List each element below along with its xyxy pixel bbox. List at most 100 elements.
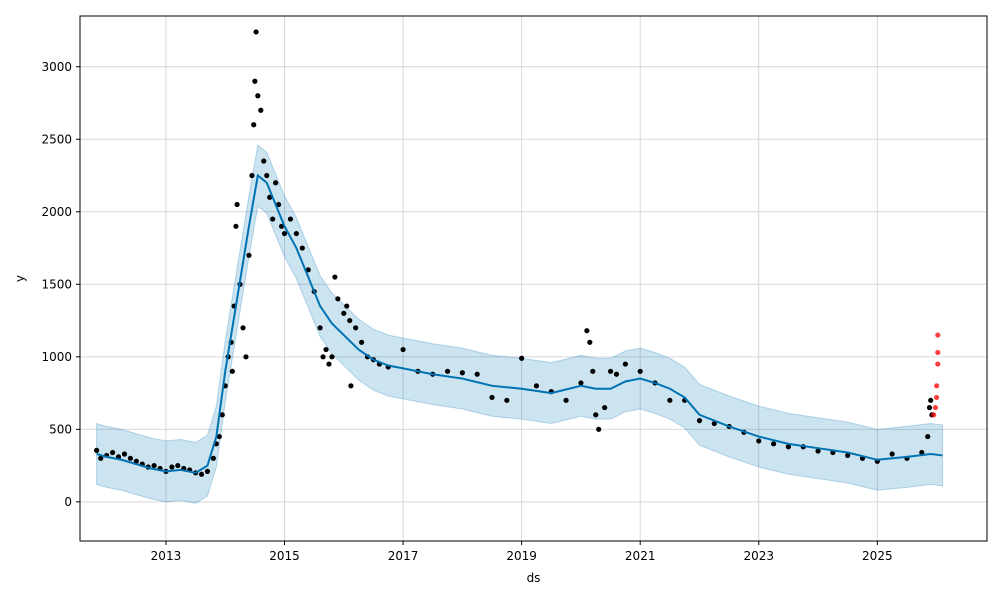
observed-point	[519, 355, 525, 361]
observed-point	[358, 339, 365, 345]
new-point	[934, 394, 940, 401]
y-tick-label: 500	[49, 422, 72, 436]
observed-point	[198, 471, 205, 477]
forecast-line	[96, 173, 943, 474]
observed-point	[278, 223, 285, 229]
observed-point	[563, 397, 569, 403]
observed-point	[243, 354, 249, 360]
observed-point	[602, 404, 608, 411]
observed-point	[246, 252, 252, 258]
observed-point	[578, 380, 584, 386]
observed-point	[127, 455, 133, 461]
observed-point	[317, 325, 323, 331]
observed-point	[234, 201, 240, 208]
grid-lines	[80, 16, 987, 541]
uncertainty-interval	[96, 144, 944, 504]
observed-point	[613, 371, 620, 377]
new-point	[935, 332, 941, 338]
observed-point	[121, 451, 128, 457]
observed-point	[474, 371, 480, 377]
observed-point	[253, 29, 259, 35]
observed-point	[251, 122, 257, 128]
observed-point	[326, 361, 332, 367]
x-tick-label: 2025	[862, 549, 893, 563]
y-tick-label: 0	[64, 495, 72, 509]
observed-point	[264, 172, 270, 179]
observed-point	[785, 444, 792, 450]
x-tick-label: 2017	[388, 549, 419, 563]
observed-point	[696, 418, 703, 424]
observed-point	[273, 180, 279, 186]
observed-point	[459, 370, 465, 376]
observed-point	[299, 245, 305, 251]
observed-point	[590, 368, 596, 374]
observed-point	[770, 441, 777, 447]
observed-point	[845, 452, 851, 459]
observed-point	[93, 447, 100, 453]
y-tick-label: 1500	[41, 277, 72, 291]
observed-point	[267, 194, 273, 200]
observed-point	[219, 412, 225, 418]
observed-point	[919, 449, 925, 456]
observed-point	[596, 426, 602, 432]
observed-point	[233, 223, 239, 229]
x-tick-label: 2013	[151, 549, 182, 563]
observed-point	[756, 438, 762, 444]
observed-point	[169, 464, 175, 470]
y-tick-label: 1000	[41, 350, 72, 364]
observed-point	[587, 339, 593, 345]
observed-point	[335, 296, 341, 302]
x-axis-ticks: 2013 2015 2017 2019 2021 2023 2025	[151, 541, 893, 563]
observed-point	[329, 354, 335, 360]
observed-point	[637, 368, 643, 374]
observed-point	[344, 303, 350, 309]
observed-point	[281, 230, 288, 237]
new-point	[935, 349, 941, 356]
observed-point	[275, 201, 282, 208]
observed-point	[815, 448, 821, 454]
observed-point	[270, 216, 276, 222]
observed-point	[622, 361, 628, 367]
observed-point	[287, 216, 294, 222]
x-tick-label: 2015	[269, 549, 300, 563]
observed-point	[928, 397, 934, 403]
y-axis-ticks: 0 500 1000 1500 2000 2500 3000	[41, 60, 80, 509]
observed-point	[255, 93, 261, 99]
uncertainty-band	[96, 144, 944, 504]
x-tick-label: 2023	[743, 549, 774, 563]
new-observed-points	[931, 332, 941, 418]
x-tick-label: 2021	[625, 549, 656, 563]
observed-point	[258, 107, 264, 113]
observed-point	[584, 328, 590, 334]
observed-point	[593, 412, 599, 418]
observed-point	[249, 172, 255, 179]
x-tick-label: 2019	[506, 549, 537, 563]
observed-point	[607, 368, 614, 374]
observed-point	[332, 274, 338, 280]
observed-point	[151, 462, 157, 469]
observed-point	[323, 346, 329, 353]
observed-point	[348, 383, 354, 389]
observed-point	[347, 317, 353, 324]
new-point	[932, 404, 939, 411]
observed-point	[400, 346, 406, 353]
forecast-series-line	[96, 173, 943, 474]
observed-point	[240, 325, 246, 331]
new-point	[935, 361, 941, 367]
plot-frame	[79, 15, 988, 542]
new-point	[934, 383, 940, 389]
observed-point	[110, 449, 116, 456]
observed-point	[98, 455, 104, 461]
y-tick-label: 2500	[41, 132, 72, 146]
observed-point	[504, 397, 510, 403]
observed-point	[293, 230, 299, 237]
observed-point	[353, 325, 359, 331]
observed-point	[926, 404, 933, 411]
observed-point	[261, 158, 267, 164]
observed-point	[489, 394, 495, 401]
y-tick-label: 2000	[41, 205, 72, 219]
observed-point	[341, 310, 347, 316]
x-axis-label: ds	[527, 571, 541, 585]
